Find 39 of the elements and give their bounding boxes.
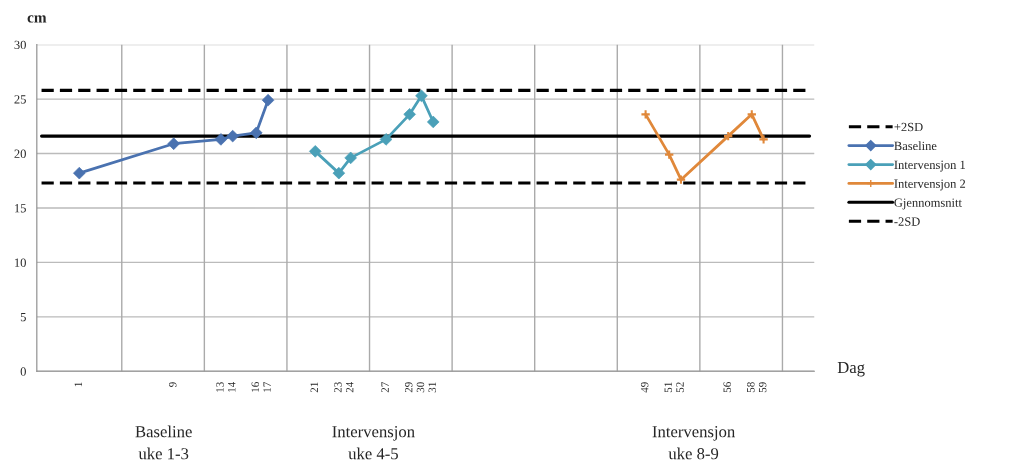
text: Baseline uke 1-3	[135, 425, 192, 460]
legend-label: Intervensjon 2	[894, 179, 966, 191]
x-tick-label: 27	[381, 382, 389, 393]
x-tick-label: 17	[263, 382, 271, 392]
legend-label: Gjennomsnitt	[894, 198, 962, 210]
x-tick-label: 59	[758, 382, 767, 393]
x-tick-label: 14	[228, 381, 236, 392]
y-tick-label: 25	[14, 95, 26, 104]
y-axis-title: cm	[27, 15, 47, 23]
x-tick-label: 23	[334, 382, 342, 393]
x-tick-label: 16	[251, 382, 260, 392]
legend-label: +2SD	[894, 122, 923, 132]
text: Intervensjon uke 8-9	[652, 426, 735, 460]
point	[640, 109, 651, 120]
x-tick-label: 51	[664, 382, 672, 393]
x-axis-title: Dag	[837, 362, 865, 377]
x-tick-label: 31	[428, 382, 437, 393]
y-tick-label: 20	[14, 149, 26, 158]
legend-label: -2SD	[894, 217, 920, 226]
y-tick-label: 15	[15, 204, 26, 213]
legend-label: Intervensjon 1	[894, 160, 965, 172]
y-tick-label: 10	[15, 258, 26, 267]
y-tick-label: 30	[14, 40, 26, 50]
y-tick-label: 5	[20, 313, 26, 322]
y-tick-label: 0	[20, 367, 26, 376]
x-tick-label: 9	[169, 382, 177, 387]
x-tick-label: 49	[640, 382, 649, 393]
x-tick-label: 1	[74, 382, 82, 387]
x-tick-label: 24	[345, 381, 354, 393]
x-tick-label: 30	[416, 382, 425, 393]
text: Intervensjon uke 4-5	[332, 426, 415, 460]
x-tick-label: 21	[310, 382, 318, 393]
legend-label: Baseline	[894, 141, 937, 151]
x-tick-label: 52	[676, 382, 684, 393]
x-tick-label: 58	[747, 382, 755, 393]
point	[758, 134, 769, 145]
x-tick-label: 13	[216, 382, 224, 392]
x-tick-label: 56	[723, 382, 731, 393]
x-tick-label: 29	[404, 382, 413, 393]
